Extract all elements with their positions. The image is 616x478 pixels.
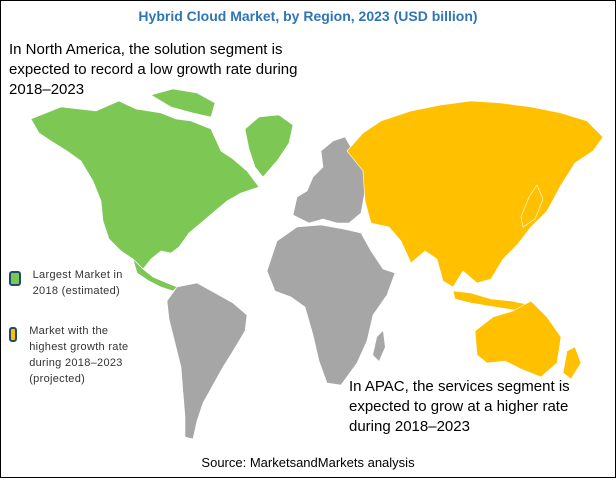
legend-swatch-green [9, 271, 21, 286]
asia-mainland [346, 100, 604, 288]
region-middle-east-africa [266, 224, 396, 386]
source-note: Source: MarketsandMarkets analysis [201, 455, 415, 470]
greenland [244, 114, 294, 178]
arctic-islands [150, 88, 216, 118]
north-america-annotation: In North America, the solution segment i… [9, 41, 298, 98]
central-america [132, 257, 178, 292]
australia [474, 300, 562, 378]
legend-item-largest-market: Largest Market in 2018 (estimated) [9, 267, 139, 299]
north-america-mainland [30, 100, 260, 270]
legend-label: Largest Market in 2018 (estimated) [32, 269, 123, 297]
region-apac [346, 100, 604, 380]
new-zealand [562, 346, 582, 380]
chart-title: Hybrid Cloud Market, by Region, 2023 (US… [138, 8, 478, 24]
madagascar [373, 331, 385, 361]
region-latin-america [166, 282, 248, 440]
region-north-america [30, 88, 294, 292]
legend-item-highest-growth: Market with the highest growth rate duri… [9, 323, 139, 387]
apac-annotation: In APAC, the services segment is expecte… [349, 378, 570, 435]
legend-swatch-yellow [9, 327, 18, 342]
japan [520, 184, 544, 228]
legend-label: Market with the highest growth rate duri… [29, 325, 129, 385]
